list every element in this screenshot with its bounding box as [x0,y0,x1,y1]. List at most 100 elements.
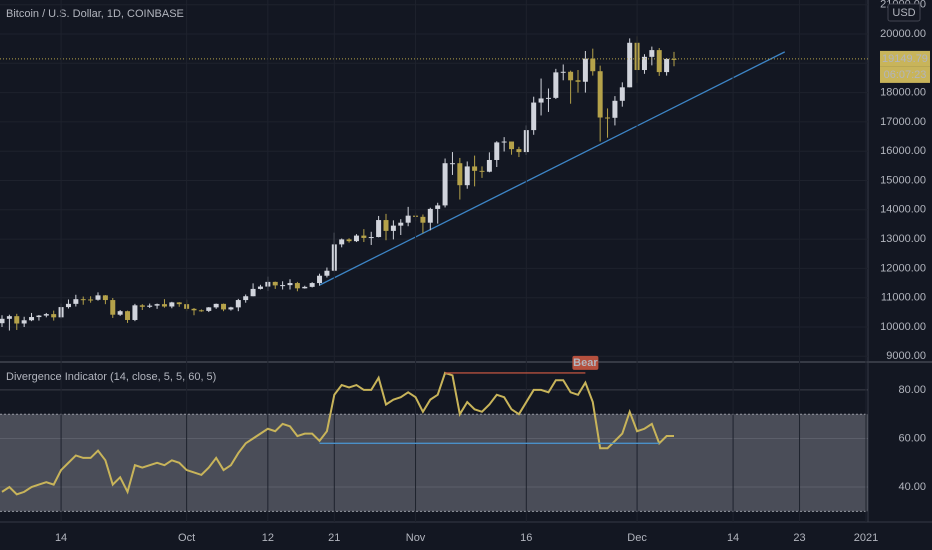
y-tick-label: 60.00 [898,432,926,444]
candle-body [627,42,633,88]
candle-body [368,237,374,239]
candle-body [442,163,448,206]
last-price-box [880,50,930,67]
candle-body [147,305,153,307]
candle-body [597,71,603,118]
candle-body [102,295,108,301]
last-price-label: 19149.79 [882,53,928,65]
indicator-line [1,371,674,496]
candle-body [243,296,249,301]
y-tick-label: 9000.00 [886,350,926,362]
candle-body [538,98,544,103]
candle-body [568,71,574,81]
x-tick-label: 21 [328,532,340,544]
candle-body [169,302,175,307]
candle-body [161,304,167,307]
x-tick-label: 2021 [854,532,878,544]
candle-body [36,315,42,318]
candle-body [575,80,581,82]
x-tick-label: Nov [406,532,426,544]
candle-body [464,166,470,186]
candle-body [346,239,352,242]
y-tick-label: 80.00 [898,384,926,396]
x-tick-label: Oct [178,532,195,544]
candle-body [176,302,182,305]
candle-body [250,288,256,297]
candle-body [649,50,655,57]
y-tick-label: 40.00 [898,481,926,493]
candle-body [43,314,49,316]
candle-body [139,305,145,307]
candle-body [324,270,330,276]
divergence-badge [572,355,599,370]
candle-body [612,100,618,118]
y-tick-label: 10000.00 [880,321,926,333]
x-tick-label: 12 [262,532,274,544]
candle-body [398,222,404,226]
candle-body [435,205,441,209]
candle-body [0,318,5,324]
candle-body [479,170,485,172]
candle-body [516,149,522,153]
candle-body [656,50,662,73]
candle-body [302,286,308,289]
candle-body [294,283,300,289]
candle-body [6,316,12,319]
candle-body [361,235,367,238]
candle-body [213,303,219,308]
candle-body [671,58,677,60]
candle-body [545,97,551,99]
candle-body [198,310,204,312]
candle-body [80,299,86,301]
candle-body [605,117,611,119]
candle-body [154,304,160,306]
candle-body [65,303,71,308]
candle-body [486,159,492,172]
candle-body [582,58,588,82]
currency-box [887,3,921,22]
x-tick-label: 16 [520,532,532,544]
x-tick-label: Dec [627,532,647,544]
y-tick-label: 12000.00 [880,262,926,274]
y-tick-label: 15000.00 [880,174,926,186]
candle-body [353,235,359,242]
candle-body [619,87,625,101]
x-tick-label: 14 [55,532,67,544]
candle-body [132,305,138,320]
candle-body [420,216,426,223]
candle-body [427,208,433,223]
candle-body [472,166,478,171]
countdown-label: 06:07:23 [884,69,927,81]
candle-body [383,220,389,231]
candle-body [88,299,94,301]
y-tick-label: 20000.00 [880,28,926,40]
candle-body [272,281,278,286]
candle-body [590,58,596,72]
trend-line [319,51,786,286]
chart-title: Bitcoin / U.S. Dollar, 1D, COINBASE [6,8,184,20]
candle-body [449,163,455,165]
y-tick-label: 18000.00 [880,87,926,99]
candle-body [51,314,57,318]
x-tick-label: 23 [793,532,805,544]
candle-body [560,71,566,73]
candle-body [287,283,293,286]
candle-body [501,141,507,143]
candle-body [405,215,411,223]
candle-body [376,220,382,238]
candle-body [309,283,315,287]
band [0,414,868,512]
candle-body [95,295,101,300]
y-tick-label: 16000.00 [880,145,926,157]
y-tick-label: 11000.00 [881,292,926,304]
candle-body [191,308,197,311]
candle-body [664,58,670,73]
candle-body [21,320,27,324]
candle-body [641,56,647,71]
candle-body [257,286,263,289]
currency-label: USD [892,7,915,19]
indicator-title: Divergence Indicator (14, close, 5, 5, 6… [6,371,216,383]
candle-body [390,225,396,231]
y-tick-label: 14000.00 [880,204,926,216]
